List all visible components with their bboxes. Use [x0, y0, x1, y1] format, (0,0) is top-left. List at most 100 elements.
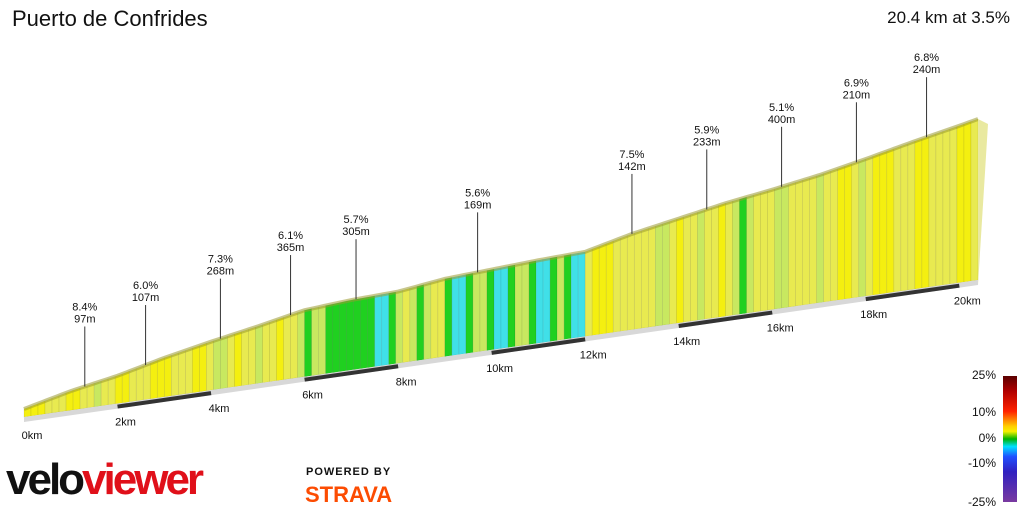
profile-strip [135, 365, 144, 402]
profile-strip [879, 150, 888, 295]
profile-strip [584, 248, 593, 337]
km-band [117, 391, 212, 409]
distance-axis: 0km 2km 4km 6km 8km 10km 12km 14km 16km 18km 20km [22, 119, 988, 442]
profile-strip [865, 156, 874, 297]
km-band [304, 364, 399, 382]
profile-strip [156, 357, 165, 399]
profile-strip [269, 319, 277, 383]
profile-strip [809, 175, 817, 305]
logo-viewer: viewer [82, 455, 204, 504]
profile-strip [907, 140, 916, 291]
profile-strip [690, 212, 698, 322]
profile-strip [402, 288, 411, 363]
profile-strip [830, 168, 839, 302]
profile-strip [128, 368, 137, 403]
profile-strip [339, 300, 347, 373]
veloviewer-logo[interactable]: veloviewer [6, 452, 296, 508]
profile-strip [451, 275, 460, 356]
x-tick-label: 12km [580, 349, 607, 361]
profile-strip [556, 255, 565, 341]
profile-strip [374, 294, 383, 367]
profile-strip [767, 188, 775, 311]
profile-strip [788, 182, 796, 308]
segment-grade-label: 6.0% [133, 280, 158, 292]
powered-by-label: POWERED BY [306, 466, 392, 478]
profile-strip [956, 123, 965, 284]
profile-strip [472, 271, 481, 353]
profile-strip [935, 131, 944, 287]
segment-length-label: 142m [618, 161, 646, 173]
profile-strip [430, 280, 439, 359]
logo-velo: velo [6, 455, 85, 504]
profile-strip [662, 221, 670, 326]
profile-strip [262, 321, 270, 384]
segment-length-label: 400m [768, 114, 796, 126]
profile-strip [360, 296, 369, 369]
profile-strip [626, 232, 635, 331]
legend-label-10: 10% [971, 405, 996, 419]
segment-length-label: 169m [464, 199, 492, 211]
profile-strip [234, 331, 242, 388]
profile-strip [598, 243, 607, 335]
profile-strip [521, 261, 530, 346]
segment-grade-label: 8.4% [72, 302, 97, 314]
x-tick-label: 14km [673, 336, 700, 348]
km-band [865, 283, 960, 302]
segment-grade-label: 6.9% [844, 77, 869, 89]
x-tick-label: 8km [396, 376, 417, 388]
profile-strip [704, 207, 712, 320]
profile-strip [416, 284, 425, 361]
profile-strip [893, 145, 902, 293]
profile-strip [886, 148, 895, 294]
profile-strip [353, 297, 362, 371]
profile-strip [619, 235, 628, 332]
legend-label-0: 0% [978, 431, 996, 445]
strava-logo[interactable]: STRAVA [305, 482, 393, 507]
x-tick-label: 0km [22, 430, 43, 442]
segment-length-label: 365m [277, 242, 305, 254]
profile-strip [444, 277, 453, 357]
profile-strip [192, 345, 200, 394]
profile-strip [142, 362, 151, 401]
x-tick-label: 10km [486, 363, 513, 375]
profile-strip [171, 352, 179, 397]
profile-strip [640, 228, 649, 329]
profile-strip [297, 309, 305, 379]
profile-strip [304, 308, 312, 378]
segment-grade-label: 5.9% [694, 124, 719, 136]
profile-strip [858, 158, 867, 298]
profile-strip [507, 264, 516, 348]
profile-strip [325, 303, 333, 375]
profile-strip [563, 253, 572, 340]
profile-strip [781, 184, 789, 309]
profile-strip [963, 121, 972, 283]
profile-strip [514, 263, 523, 347]
profile-strip [549, 256, 558, 342]
legend-label-neg25: -25% [967, 495, 996, 509]
segment-grade-label: 7.5% [619, 149, 644, 161]
profile-strip [283, 314, 291, 381]
profile-strip [872, 153, 881, 296]
segment-grade-label: 5.1% [769, 102, 794, 114]
segment-length-label: 210m [843, 89, 871, 101]
profile-strip [395, 289, 404, 364]
profile-strip [795, 179, 803, 307]
profile-fills [23, 117, 979, 418]
x-tick-label: 20km [954, 296, 981, 308]
profile-strip [676, 216, 684, 324]
profile-strip [851, 161, 860, 299]
profile-strip [346, 299, 354, 372]
profile-strip [774, 186, 782, 310]
profile-strip [220, 335, 228, 390]
profile-strip [655, 223, 663, 327]
profile-strip [683, 214, 691, 323]
profile-strip [739, 196, 747, 315]
profile-strip [500, 265, 509, 349]
legend-label-neg10: -10% [967, 456, 996, 470]
segment-length-label: 305m [342, 226, 370, 238]
profile-strip [367, 295, 376, 368]
profile-strip [669, 218, 677, 325]
profile-strip [711, 205, 719, 319]
profile-strip [612, 237, 621, 333]
